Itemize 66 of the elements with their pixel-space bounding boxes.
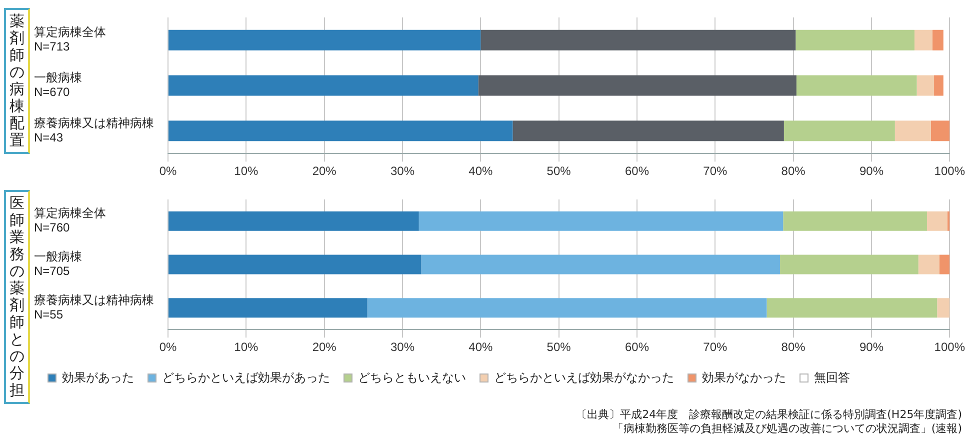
bar bbox=[367, 298, 767, 318]
legend-label: どちらかといえば効果がなかった bbox=[494, 370, 674, 384]
bar bbox=[930, 120, 950, 142]
y-tick-label: 療養病棟又は精神病棟 N=43 bbox=[34, 116, 154, 144]
bar bbox=[168, 30, 481, 50]
x-tick-label: 100% bbox=[934, 164, 966, 178]
y-axis-title: 薬剤師の病棟配置 bbox=[8, 12, 26, 149]
x-tick-label: 80% bbox=[781, 164, 806, 178]
bar bbox=[783, 211, 927, 231]
bar bbox=[939, 254, 950, 274]
bar bbox=[932, 30, 944, 50]
bar bbox=[168, 75, 478, 96]
legend-label: 効果がなかった bbox=[702, 370, 786, 384]
x-tick-label: 80% bbox=[781, 340, 806, 354]
text: 「病棟勤務医等の負担軽減及び処遇の改善についての状況調査」(速報) bbox=[611, 422, 962, 436]
x-tick-label: 60% bbox=[624, 340, 650, 354]
x-tick-label: 70% bbox=[703, 340, 728, 354]
bar bbox=[796, 30, 914, 50]
bar bbox=[916, 75, 934, 96]
bar bbox=[421, 254, 780, 274]
legend-label: どちらともいえない bbox=[358, 370, 466, 384]
x-tick-label: 50% bbox=[546, 164, 572, 178]
bar bbox=[894, 120, 931, 142]
y-tick-label: 算定病棟全体 N=713 bbox=[34, 25, 106, 54]
bar bbox=[780, 254, 918, 274]
x-tick-label: 10% bbox=[234, 164, 258, 178]
bar bbox=[918, 254, 940, 274]
x-tick-label: 50% bbox=[546, 340, 572, 354]
x-tick-label: 40% bbox=[468, 340, 493, 354]
bar bbox=[796, 75, 917, 96]
y-tick-label: 一般病棟 N=670 bbox=[34, 70, 82, 100]
x-tick-label: 30% bbox=[390, 340, 415, 354]
y-tick-label: 療養病棟又は精神病棟 N=55 bbox=[34, 293, 154, 322]
x-tick-label: 0% bbox=[159, 340, 177, 354]
x-tick-label: 60% bbox=[624, 164, 650, 178]
legend-label: どちらかといえば効果があった bbox=[162, 370, 330, 384]
bar bbox=[168, 211, 419, 231]
bar bbox=[168, 254, 422, 274]
x-tick-label: 70% bbox=[703, 164, 728, 178]
x-tick-label: 100% bbox=[934, 340, 966, 354]
bar bbox=[480, 30, 796, 50]
bar bbox=[418, 211, 784, 231]
bar bbox=[926, 211, 948, 231]
bar bbox=[766, 298, 938, 318]
bar bbox=[914, 30, 932, 50]
legend-label: 無回答 bbox=[814, 370, 850, 384]
x-tick-label: 20% bbox=[312, 164, 337, 178]
bar bbox=[478, 75, 796, 96]
y-tick-label: 一般病棟 N=705 bbox=[34, 250, 82, 278]
x-tick-label: 10% bbox=[234, 340, 258, 354]
y-tick-label: 算定病棟全体 N=760 bbox=[34, 206, 106, 235]
bar bbox=[937, 298, 950, 318]
bar bbox=[784, 120, 895, 142]
x-tick-label: 30% bbox=[390, 164, 415, 178]
x-tick-label: 40% bbox=[468, 164, 493, 178]
bar bbox=[934, 75, 944, 96]
text: 医師業務の薬剤師との分担 bbox=[10, 194, 24, 399]
x-tick-label: 20% bbox=[312, 340, 337, 354]
bar bbox=[168, 120, 513, 142]
text: 〔出典〕平成24年度 診療報酬改定の結果検証に係る特別調査(H25年度調査) bbox=[576, 408, 962, 422]
legend-label: 効果があった bbox=[62, 370, 134, 384]
bar bbox=[168, 298, 368, 318]
x-tick-label: 0% bbox=[159, 164, 177, 178]
x-tick-label: 90% bbox=[859, 164, 884, 178]
x-tick-label: 90% bbox=[859, 340, 884, 354]
bar bbox=[512, 120, 784, 142]
